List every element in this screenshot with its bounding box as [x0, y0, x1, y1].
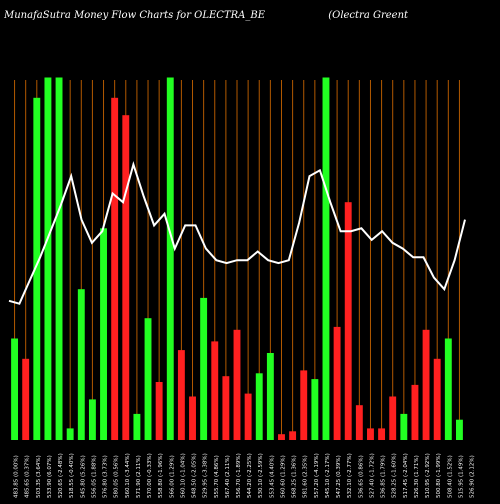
x-tick-label: 558.80 (-1.96%) [158, 453, 164, 498]
x-tick-label: 536.65 (0.86%) [358, 455, 364, 498]
flow-bar [378, 428, 386, 440]
x-tick-label: 548.50 (-2.05%) [192, 453, 198, 498]
flow-bar [411, 384, 419, 440]
flow-bar [11, 338, 19, 440]
x-tick-label: 529.95 (-3.38%) [203, 453, 209, 498]
flow-bar [400, 413, 408, 440]
x-tick-label: 508.40 (1.52%) [447, 455, 453, 498]
x-tick-label: 483.85 (0.00%) [14, 455, 20, 498]
x-tick-label: 567.40 (2.11%) [225, 455, 231, 498]
flow-bar [55, 77, 63, 440]
x-tick-label: 503.35 (3.64%) [36, 455, 42, 498]
x-tick-label: 510.95 (-2.92%) [425, 453, 431, 498]
flow-bar [22, 358, 30, 440]
flow-bar [111, 97, 119, 441]
x-tick-label: 570.00 (-0.33%) [147, 453, 153, 498]
flow-bar [66, 428, 74, 440]
x-tick-label: 532.10 (-2.77%) [347, 453, 353, 498]
chart-title: MunafaSutra Money Flow Charts for OLECTR… [4, 10, 496, 21]
x-tick-label: 517.45 (-2.04%) [403, 453, 409, 498]
x-tick-label: 557.20 (-4.19%) [314, 453, 320, 498]
x-tick-label: 485.65 (0.37%) [25, 455, 31, 498]
flow-bar [222, 376, 230, 440]
x-tick-label: 518.55 (-0.40%) [69, 453, 75, 498]
x-tick-label: 556.05 (1.88%) [91, 455, 97, 498]
x-tick-label: 545.10 (-2.17%) [325, 453, 331, 498]
flow-bar [155, 382, 163, 440]
flow-bar [333, 326, 341, 440]
flow-bar [278, 434, 285, 440]
flow-bar [233, 329, 241, 440]
flow-bar [266, 353, 274, 440]
flow-bar [322, 77, 330, 440]
x-tick-label: 545.80 (5.26%) [80, 455, 86, 498]
flow-bar [289, 431, 297, 440]
flow-bar [433, 358, 441, 440]
x-tick-label: 515.95 (1.49%) [458, 455, 464, 498]
x-tick-label: 526.30 (1.71%) [414, 455, 420, 498]
flow-bar [422, 329, 430, 440]
flow-bar [33, 97, 41, 441]
flow-line [8, 161, 466, 305]
flow-bar [455, 419, 463, 440]
flow-bar [122, 115, 130, 440]
flow-bar [300, 370, 308, 440]
x-tick-label: 536.85 (1.79%) [381, 455, 387, 498]
x-tick-label: 544.20 (-2.25%) [247, 453, 253, 498]
x-tick-label: 560.10 (-1.04%) [180, 453, 186, 498]
x-tick-label: 556.70 (-1.89%) [236, 453, 242, 498]
flow-bar [100, 228, 107, 440]
x-tick-label: 553.45 (4.40%) [269, 455, 275, 498]
flow-bar [444, 338, 452, 440]
x-tick-label: 530.10 (-2.59%) [258, 453, 264, 498]
flow-bar [200, 297, 208, 440]
x-tick-label: 526.90 (2.12%) [470, 455, 476, 498]
flow-bar [389, 396, 397, 440]
flow-bar [77, 289, 85, 440]
x-tick-label: 528.25 (-1.60%) [392, 453, 398, 498]
x-tick-label: 566.00 (1.29%) [169, 455, 175, 498]
x-tick-label: 520.65 (-2.48%) [58, 453, 64, 498]
flow-bar [189, 396, 196, 440]
x-tick-label: 581.60 (2.35%) [303, 455, 309, 498]
flow-bar [355, 405, 363, 440]
flow-bar [311, 379, 319, 440]
flow-bar [367, 428, 374, 440]
x-tick-label: 576.80 (3.73%) [103, 455, 109, 498]
chart-subtitle-text: (Olectra Greent [328, 10, 409, 21]
x-tick-label: 560.10 (-3.44%) [125, 453, 131, 498]
flow-bar [166, 77, 174, 440]
x-tick-label: 555.70 (4.86%) [214, 455, 220, 498]
flow-bar [144, 318, 152, 440]
x-tick-label: 547.25 (0.39%) [336, 455, 342, 498]
x-tick-label: 560.60 (1.29%) [280, 455, 286, 498]
x-tick-label: 527.40 (-1.72%) [369, 453, 375, 498]
flow-bar [344, 202, 352, 440]
flow-bar [88, 399, 96, 440]
flow-bar [211, 341, 219, 440]
flow-bar [44, 77, 52, 440]
flow-bar [177, 350, 185, 440]
x-tick-label: 580.05 (0.56%) [114, 455, 120, 498]
flow-bar [133, 413, 141, 440]
x-tick-label: 571.90 (2.11%) [136, 455, 142, 498]
x-tick-label: 568.25 (1.36%) [292, 455, 298, 498]
flow-bar [255, 373, 263, 440]
flow-bar [244, 393, 252, 440]
x-tick-label: 500.80 (-1.99%) [436, 453, 442, 498]
chart-title-text: MunafaSutra Money Flow Charts for OLECTR… [4, 10, 266, 21]
x-tick-label: 533.90 (6.07%) [47, 455, 53, 498]
